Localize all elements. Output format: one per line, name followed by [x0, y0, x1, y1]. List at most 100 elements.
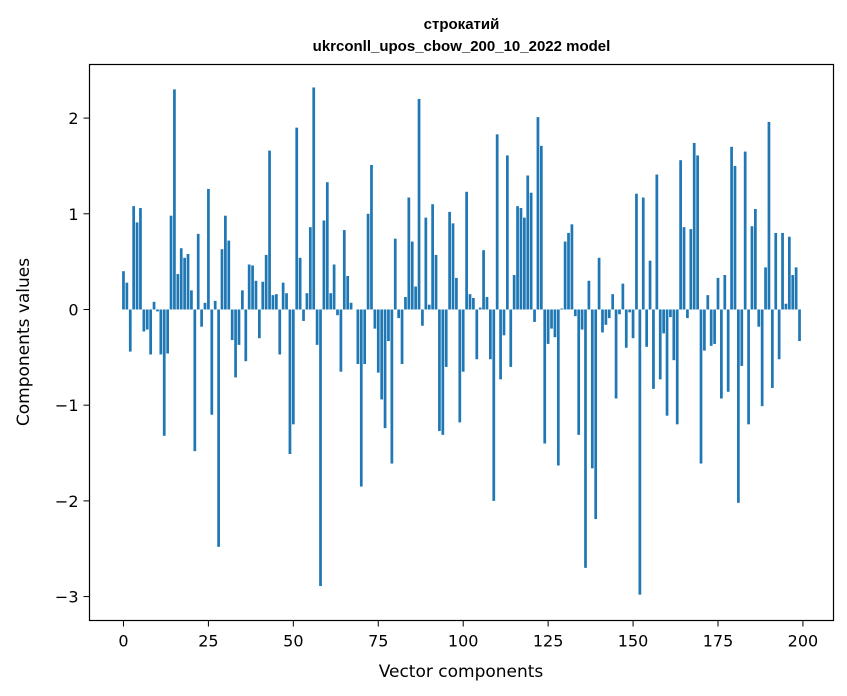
bar-76: [380, 309, 384, 400]
bar-182: [740, 309, 744, 366]
bar-155: [648, 260, 652, 310]
bar-10: [156, 309, 159, 312]
bar-126: [550, 309, 553, 329]
bar-31: [227, 240, 231, 310]
bar-127: [553, 309, 557, 338]
y-tick-label: −1: [55, 396, 79, 415]
bar-95: [444, 309, 448, 367]
bar-130: [563, 241, 567, 310]
bar-106: [482, 250, 485, 310]
bar-63: [336, 309, 339, 316]
bar-149: [628, 309, 632, 313]
bar-135: [580, 309, 584, 330]
x-tick-label: 175: [703, 632, 734, 651]
bar-60: [325, 182, 329, 310]
bar-61: [329, 293, 333, 310]
bar-143: [607, 309, 611, 319]
chart-subtitle: ukrconll_upos_cbow_200_10_2022 model: [313, 38, 611, 55]
bar-14: [169, 215, 173, 310]
bar-131: [567, 232, 570, 310]
bar-80: [393, 238, 397, 310]
bar-52: [298, 257, 302, 310]
bar-77: [383, 309, 387, 429]
bar-141: [601, 309, 604, 333]
bar-180: [733, 165, 737, 310]
x-tick-label: 200: [788, 632, 819, 651]
bar-99: [458, 309, 462, 423]
bar-165: [682, 227, 686, 310]
bar-105: [478, 307, 482, 310]
bar-69: [356, 309, 360, 365]
bar-163: [675, 309, 679, 425]
bar-42: [264, 254, 268, 310]
bar-73: [370, 164, 373, 310]
bar-108: [489, 309, 492, 360]
bar-164: [679, 160, 682, 310]
bar-62: [332, 264, 336, 310]
bar-102: [468, 294, 472, 310]
bar-72: [366, 213, 370, 310]
bar-40: [258, 309, 261, 339]
bar-172: [706, 295, 710, 310]
plot-frame: [88, 63, 835, 622]
bar-111: [499, 309, 502, 380]
bar-85: [410, 241, 414, 310]
bar-137: [587, 280, 591, 310]
bar-117: [519, 208, 523, 310]
bar-24: [203, 302, 207, 310]
bar-159: [662, 309, 665, 334]
bar-44: [271, 295, 275, 310]
bar-25: [207, 188, 210, 310]
bar-103: [472, 298, 475, 310]
bar-133: [573, 309, 577, 317]
bar-119: [526, 175, 530, 310]
bar-15: [173, 89, 176, 310]
bar-27: [213, 300, 217, 310]
y-tick-label: 2: [68, 109, 78, 128]
x-tick-label: 125: [533, 632, 564, 651]
bar-55: [308, 227, 312, 310]
bar-51: [295, 127, 299, 310]
bar-110: [495, 134, 499, 310]
bar-58: [319, 309, 322, 587]
bar-16: [176, 274, 180, 310]
bar-12: [162, 309, 166, 436]
bar-167: [689, 229, 693, 310]
bar-175: [716, 277, 720, 310]
bar-82: [400, 309, 404, 365]
bar-65: [342, 230, 346, 310]
bar-53: [302, 309, 305, 321]
bar-176: [720, 309, 723, 399]
bar-84: [407, 197, 411, 310]
bar-4: [135, 222, 139, 310]
bar-136: [584, 309, 587, 568]
bar-3: [132, 206, 136, 310]
bar-64: [339, 309, 343, 372]
y-tick-label: −2: [55, 492, 79, 511]
bar-94: [441, 309, 445, 435]
chart-title: строкатий: [424, 16, 500, 33]
x-tick-label: 50: [283, 632, 303, 651]
bar-199: [798, 309, 801, 342]
bar-187: [757, 309, 761, 327]
bar-86: [414, 286, 417, 310]
bar-20: [190, 290, 193, 310]
bar-96: [448, 211, 451, 310]
y-tick-label: −3: [55, 588, 79, 607]
bar-78: [387, 309, 390, 342]
bar-11: [159, 309, 163, 355]
bar-161: [669, 309, 672, 318]
bar-196: [787, 236, 791, 310]
bar-75: [376, 309, 380, 373]
bar-125: [546, 309, 550, 344]
bar-0: [122, 271, 125, 310]
bar-54: [305, 293, 309, 310]
bar-148: [624, 309, 628, 348]
bar-48: [285, 293, 288, 310]
y-tick-label: 0: [68, 300, 78, 319]
bar-49: [288, 309, 292, 454]
bar-13: [166, 309, 169, 354]
bar-140: [597, 257, 601, 310]
bar-104: [475, 309, 479, 360]
